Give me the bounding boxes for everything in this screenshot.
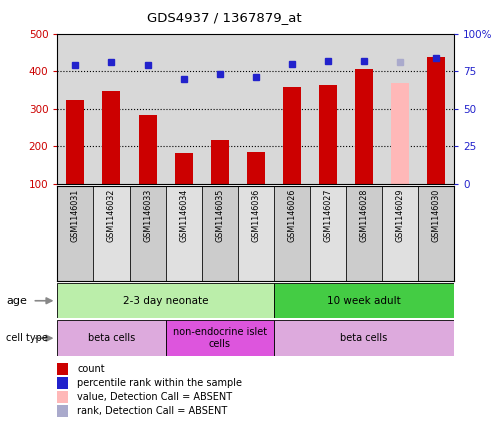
Bar	[130, 186, 166, 281]
Bar	[310, 186, 346, 281]
Bar	[247, 152, 265, 184]
Text: GSM1146031: GSM1146031	[71, 189, 80, 242]
Text: age: age	[6, 296, 27, 306]
Bar	[211, 140, 229, 184]
Text: GSM1146034: GSM1146034	[179, 189, 188, 242]
Bar	[391, 82, 409, 184]
Bar	[102, 91, 120, 184]
Bar	[274, 186, 310, 281]
Bar	[166, 186, 202, 281]
Bar	[274, 283, 454, 318]
Bar	[57, 283, 274, 318]
Text: GSM1146033: GSM1146033	[143, 189, 152, 242]
Text: GSM1146027: GSM1146027	[323, 189, 332, 242]
Text: cell type: cell type	[6, 333, 48, 343]
Text: GSM1146035: GSM1146035	[215, 189, 224, 242]
Bar	[382, 186, 418, 281]
Bar	[346, 186, 382, 281]
Bar	[175, 153, 193, 184]
Bar	[66, 99, 84, 184]
Text: rank, Detection Call = ABSENT: rank, Detection Call = ABSENT	[77, 406, 228, 416]
Bar	[139, 115, 157, 184]
Bar	[166, 320, 274, 356]
Bar	[202, 186, 238, 281]
Bar	[283, 87, 301, 184]
Text: 2-3 day neonate: 2-3 day neonate	[123, 296, 208, 306]
Text: GSM1146030: GSM1146030	[432, 189, 441, 242]
Bar	[57, 320, 166, 356]
Text: value, Detection Call = ABSENT: value, Detection Call = ABSENT	[77, 392, 233, 402]
Text: beta cells: beta cells	[88, 333, 135, 343]
Text: 10 week adult: 10 week adult	[327, 296, 401, 306]
Text: GSM1146036: GSM1146036	[251, 189, 260, 242]
Text: percentile rank within the sample: percentile rank within the sample	[77, 378, 243, 388]
Text: GSM1146032: GSM1146032	[107, 189, 116, 242]
Bar	[355, 69, 373, 184]
Text: GSM1146029: GSM1146029	[396, 189, 405, 242]
Bar	[93, 186, 130, 281]
Bar	[427, 58, 445, 184]
Text: GSM1146026: GSM1146026	[287, 189, 296, 242]
Bar	[274, 320, 454, 356]
Bar	[57, 186, 93, 281]
Text: count: count	[77, 364, 105, 374]
Text: non-endocrine islet
cells: non-endocrine islet cells	[173, 327, 267, 349]
Bar	[319, 85, 337, 184]
Text: GSM1146028: GSM1146028	[359, 189, 368, 242]
Bar	[238, 186, 274, 281]
Text: beta cells: beta cells	[340, 333, 388, 343]
Text: GDS4937 / 1367879_at: GDS4937 / 1367879_at	[147, 11, 302, 24]
Bar	[418, 186, 454, 281]
